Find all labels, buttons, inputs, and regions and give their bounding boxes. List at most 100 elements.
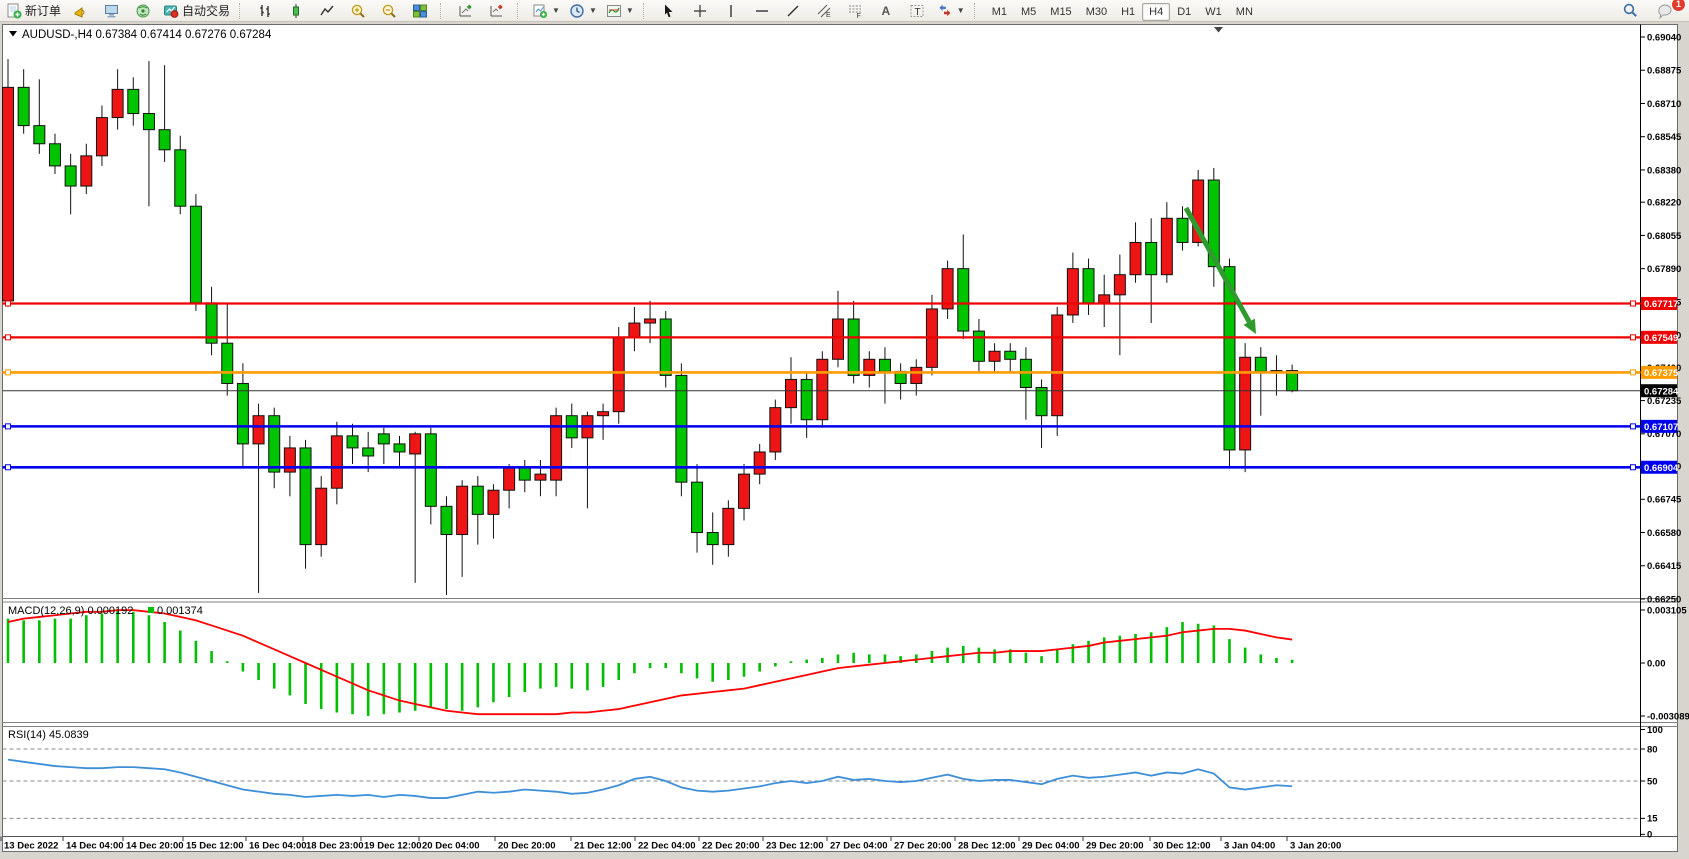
symbol-dropdown-icon[interactable] xyxy=(9,31,17,37)
search-icon xyxy=(1623,3,1637,17)
pivot-line[interactable]: 0.67375 xyxy=(2,365,1680,379)
bull-candle xyxy=(1192,179,1205,243)
new-order-button[interactable]: 新订单 xyxy=(2,0,65,22)
timeframe-MN[interactable]: MN xyxy=(1235,5,1253,18)
svg-text:0.67107: 0.67107 xyxy=(1644,422,1678,433)
line-handle[interactable] xyxy=(1630,334,1636,341)
bull-candle xyxy=(769,407,782,453)
svg-text:0: 0 xyxy=(1647,830,1652,841)
bear-candle xyxy=(659,318,672,376)
text-label-tool-button[interactable]: T xyxy=(902,0,932,22)
channel-tool-button[interactable]: E xyxy=(809,0,839,22)
price-chart-svg[interactable]: 0.69040 0.68875 0.68710 0.68545 0.68380 0.682… xyxy=(0,23,1689,859)
line-chart-mode-button[interactable] xyxy=(312,0,342,22)
timeframe-H4[interactable]: H4 xyxy=(1142,2,1171,21)
timeframe-D1[interactable]: D1 xyxy=(1177,5,1192,18)
time-label: 20 Dec 20:00 xyxy=(498,841,556,852)
bear-candle xyxy=(268,415,281,473)
line-handle[interactable] xyxy=(5,464,11,471)
time-label: 20 Dec 04:00 xyxy=(422,841,480,852)
dropdown-caret-icon: ▼ xyxy=(588,6,597,15)
svg-text:0.003105: 0.003105 xyxy=(1647,605,1687,616)
tile-windows-button[interactable] xyxy=(405,0,435,22)
support-line-2[interactable]: 0.66904 xyxy=(2,460,1680,474)
resistance-line-1[interactable]: 0.67717 xyxy=(2,296,1679,310)
resistance-line-2[interactable]: 0.67549 xyxy=(2,330,1679,344)
auto-scroll-button[interactable] xyxy=(451,0,481,22)
bear-candle xyxy=(346,435,359,449)
zoom-out-button[interactable] xyxy=(374,0,404,22)
svg-text:0.67375: 0.67375 xyxy=(1644,368,1679,379)
chart-window[interactable]: 0.69040 0.68875 0.68710 0.68545 0.68380 0.682… xyxy=(0,23,1689,859)
macd-value-swatch xyxy=(148,607,154,613)
support-line-1[interactable]: 0.67107 xyxy=(2,419,1679,433)
svg-text:0.68545: 0.68545 xyxy=(1647,132,1682,143)
indicators-button[interactable]: ▼ xyxy=(602,0,638,22)
timeframe-W1[interactable]: W1 xyxy=(1205,5,1222,18)
bull-candle xyxy=(283,447,296,473)
timeframe-M30[interactable]: M30 xyxy=(1085,5,1108,18)
toolbar-separator xyxy=(239,2,246,19)
bar-chart-mode-button[interactable] xyxy=(250,0,280,22)
candle-chart-mode-button[interactable] xyxy=(281,0,311,22)
time-axis[interactable]: 13 Dec 2022 14 Dec 04:00 14 Dec 20:00 15 De… xyxy=(0,836,1341,852)
bull-candle xyxy=(941,268,954,310)
price-level-label xyxy=(1641,419,1677,433)
new-order-label: 新订单 xyxy=(25,4,62,18)
crosshair-tool-button[interactable] xyxy=(685,0,715,22)
arrows-tool-icon xyxy=(939,4,951,16)
time-label: 19 Dec 12:00 xyxy=(364,841,422,852)
zoom-in-button[interactable] xyxy=(343,0,373,22)
line-handle[interactable] xyxy=(5,300,11,307)
text-tool-button[interactable]: A xyxy=(871,0,901,22)
line-handle[interactable] xyxy=(1630,369,1636,376)
auto-trading-button[interactable]: 自动交易 xyxy=(159,0,234,22)
arrows-tool-button[interactable]: ▼ xyxy=(933,0,969,22)
alerts-button[interactable] xyxy=(66,0,96,22)
cursor-tool-button[interactable] xyxy=(654,0,684,22)
time-label: 29 Dec 04:00 xyxy=(1022,841,1080,852)
bear-candle xyxy=(189,205,202,304)
svg-text:100: 100 xyxy=(1647,725,1663,736)
timeframe-H1[interactable]: H1 xyxy=(1121,5,1136,18)
bear-candle xyxy=(424,433,437,507)
svg-text:0.68380: 0.68380 xyxy=(1647,165,1681,176)
fibonacci-tool-button[interactable]: F xyxy=(840,0,870,22)
signals-button[interactable] xyxy=(128,0,158,22)
bull-candle xyxy=(816,358,829,421)
notifications-button[interactable]: 1 xyxy=(1651,0,1686,22)
text-tool-icon: A xyxy=(881,3,891,18)
line-handle[interactable] xyxy=(1630,300,1636,307)
line-handle[interactable] xyxy=(5,369,11,376)
time-label: 30 Dec 12:00 xyxy=(1153,841,1211,852)
price-level-label xyxy=(1641,330,1677,344)
search-button[interactable] xyxy=(1615,0,1645,22)
line-handle[interactable] xyxy=(5,423,11,430)
trend-arrow[interactable] xyxy=(1183,206,1256,334)
price-level-label xyxy=(1641,460,1677,474)
rsi-indicator: 100 80 50 15 0 RSI(14) 45.0839 xyxy=(2,725,1663,841)
time-label: 3 Jan 20:00 xyxy=(1290,841,1341,852)
svg-text:0.68710: 0.68710 xyxy=(1647,99,1681,110)
trendline-tool-button[interactable] xyxy=(778,0,808,22)
terminal-button[interactable] xyxy=(97,0,127,22)
line-handle[interactable] xyxy=(1630,464,1636,471)
line-handle[interactable] xyxy=(1630,423,1636,430)
timeframe-M15[interactable]: M15 xyxy=(1050,5,1072,18)
new-chart-button[interactable]: ▼ xyxy=(528,0,564,22)
timeframe-M1[interactable]: M1 xyxy=(991,5,1007,18)
chart-shift-marker[interactable] xyxy=(1214,27,1223,33)
bear-candle xyxy=(174,149,187,207)
vertical-line-tool-button[interactable] xyxy=(716,0,746,22)
bear-candle xyxy=(127,88,140,115)
bear-candle xyxy=(142,113,155,131)
horizontal-line-tool-button[interactable] xyxy=(747,0,777,22)
chart-profiles-button[interactable]: ▼ xyxy=(565,0,601,22)
bull-candle xyxy=(409,433,422,455)
line-handle[interactable] xyxy=(5,334,11,341)
timeframe-M5[interactable]: M5 xyxy=(1021,5,1037,18)
new-order-icon xyxy=(7,3,22,18)
bear-candle xyxy=(800,378,813,421)
chart-shift-button[interactable] xyxy=(482,0,512,22)
bear-candle xyxy=(675,374,688,483)
